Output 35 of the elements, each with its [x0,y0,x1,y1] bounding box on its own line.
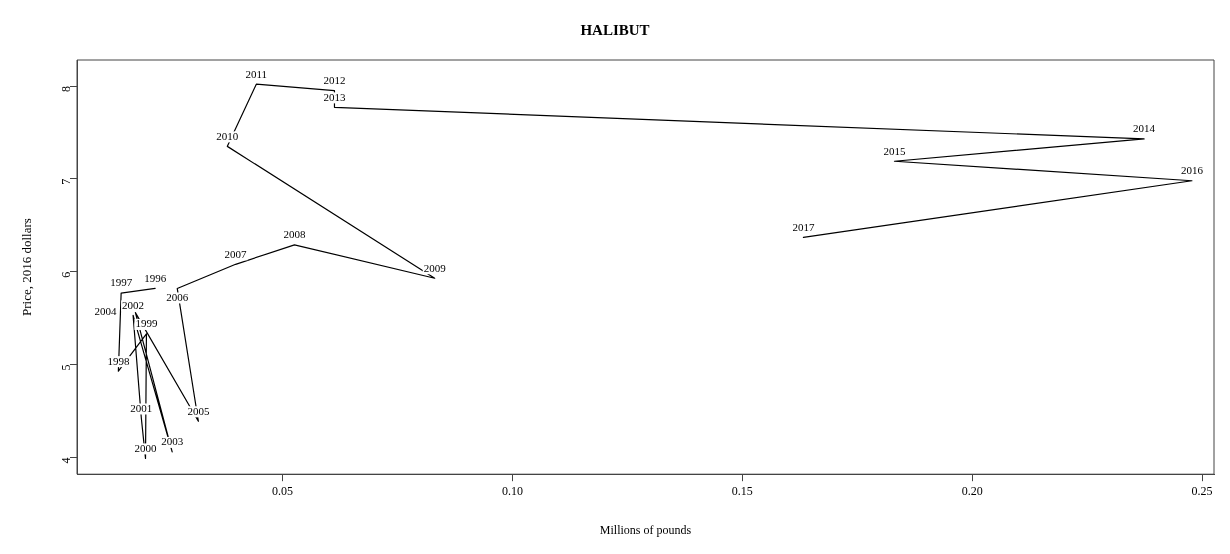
annotation: 2015 [883,144,906,157]
annotation: 2000 [134,441,158,454]
annotation: 2002 [122,298,145,311]
annotation: 2009 [423,261,447,274]
annotation: 2007 [224,247,248,260]
y-tick-label: 8 [59,86,74,92]
annotation: 2005 [187,404,210,417]
annotation: 2010 [216,129,239,142]
y-tick-label: 6 [59,271,74,278]
annotation: 1996 [144,271,167,284]
annotation: 2008 [283,228,306,241]
x-tick-label: 0.15 [731,483,753,498]
x-tick-label: 0.05 [272,483,294,498]
y-tick-label: 7 [59,178,74,185]
annotation: 1998 [107,354,130,367]
annotation: 2017 [792,220,815,233]
x-axis-title: Millions of pounds [599,522,692,537]
annotation: 1999 [135,317,158,330]
annotation: 2013 [323,90,346,103]
annotation: 2006 [166,290,189,303]
annotation: 2011 [245,67,268,80]
x-tick-label: 0.10 [501,483,523,498]
annotation: 2016 [1180,164,1204,177]
annotation: 2003 [161,435,184,448]
annotation: 1997 [110,276,133,289]
y-tick-label: 4 [59,457,74,464]
annotation: 2004 [94,305,117,318]
x-tick-label: 0.25 [1191,483,1213,498]
annotation: 2014 [1133,122,1156,135]
chart-title: HALIBUT [580,21,650,38]
y-tick-label: 5 [59,364,74,371]
y-axis-title: Price, 2016 dollars [19,218,35,317]
annotation: 2012 [323,74,346,87]
annotation: 2001 [130,401,153,414]
x-tick-label: 0.20 [961,483,983,498]
